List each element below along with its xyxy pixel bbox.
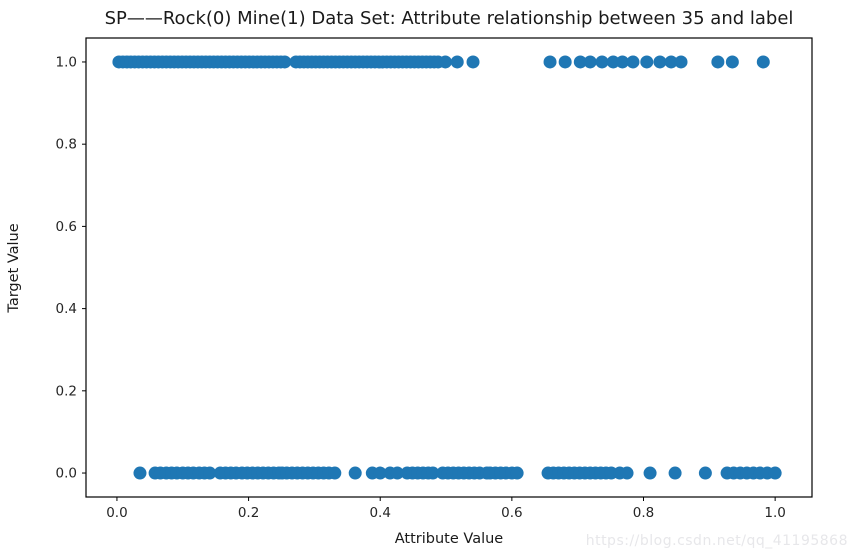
- data-point: [653, 55, 667, 69]
- y-tick-label: 0.0: [56, 466, 77, 482]
- data-point: [510, 466, 524, 480]
- data-point: [203, 466, 217, 480]
- y-tick-label: 0.2: [56, 383, 77, 399]
- data-point: [278, 55, 292, 69]
- x-tick-label: 0.0: [106, 505, 127, 521]
- data-point: [643, 466, 657, 480]
- data-point: [328, 466, 342, 480]
- data-point: [768, 466, 782, 480]
- plot-area: 0.0 0.2 0.4 0.6 0.8 1.0 0.0 0.2 0.4 0.6 0.8 1.0: [56, 37, 813, 521]
- data-point: [640, 55, 654, 69]
- data-point: [573, 55, 587, 69]
- data-point: [373, 466, 387, 480]
- data-point: [450, 55, 464, 69]
- x-tick-label: 0.8: [633, 505, 654, 521]
- x-tick-label: 0.6: [501, 505, 522, 521]
- axes-frame: [85, 37, 813, 498]
- x-tick-label: 0.4: [369, 505, 390, 521]
- data-point: [620, 466, 634, 480]
- data-point: [668, 466, 682, 480]
- x-tick-label: 1.0: [764, 505, 785, 521]
- data-point: [348, 466, 362, 480]
- data-point: [711, 55, 725, 69]
- y-tick-label: 0.6: [56, 219, 77, 235]
- y-axis-label: Target Value: [6, 223, 22, 313]
- data-point: [466, 55, 480, 69]
- data-point: [626, 55, 640, 69]
- data-point: [756, 55, 770, 69]
- data-point: [543, 55, 557, 69]
- data-point: [606, 55, 620, 69]
- data-point: [664, 55, 678, 69]
- x-tick-label: 0.2: [238, 505, 259, 521]
- data-point: [390, 466, 404, 480]
- chart-title: SP——Rock(0) Mine(1) Data Set: Attribute …: [105, 8, 794, 29]
- data-point: [674, 55, 688, 69]
- data-point: [595, 55, 609, 69]
- data-point: [558, 55, 572, 69]
- y-tick-label: 0.8: [56, 137, 77, 153]
- data-point: [725, 55, 739, 69]
- y-tick-label: 0.4: [56, 301, 77, 317]
- data-point: [426, 466, 440, 480]
- y-tick-label: 1.0: [56, 54, 77, 70]
- data-point: [438, 55, 452, 69]
- data-point: [698, 466, 712, 480]
- data-point: [133, 466, 147, 480]
- x-axis-label: Attribute Value: [395, 531, 504, 547]
- data-point: [583, 55, 597, 69]
- data-point: [615, 55, 629, 69]
